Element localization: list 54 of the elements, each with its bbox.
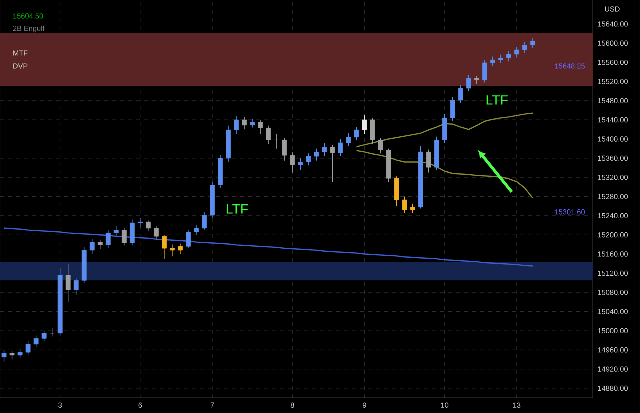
candlestick: [138, 218, 143, 228]
candlestick: [338, 138, 344, 156]
candlestick: [466, 74, 472, 92]
candlestick: [410, 204, 416, 214]
candlestick: [258, 120, 264, 135]
candlestick: [242, 116, 248, 130]
candlestick: [506, 51, 512, 62]
candlestick: [378, 138, 384, 154]
candlestick: [322, 142, 328, 156]
candlestick: [34, 335, 39, 348]
candlestick: [298, 158, 304, 171]
annotation: LTF: [226, 204, 248, 214]
candlestick: [74, 278, 79, 296]
candlestick: [146, 220, 151, 232]
candlestick: [442, 114, 448, 144]
candlestick: [154, 226, 159, 240]
candlestick: [482, 60, 488, 83]
candlestick: [90, 238, 95, 255]
candlestick: [178, 243, 183, 255]
candlestick: [306, 153, 312, 166]
candlestick: [458, 85, 464, 104]
candlestick: [162, 234, 167, 260]
candlestick: [114, 226, 119, 236]
candlestick: [370, 118, 376, 144]
candlestick: [122, 228, 127, 246]
candlestick: [130, 219, 135, 246]
candlestick: [42, 330, 47, 342]
candlestick: [490, 56, 496, 67]
candlestick: [362, 114, 368, 135]
candlestick: [194, 225, 199, 236]
candlestick: [106, 230, 111, 249]
candlestick: [266, 125, 272, 144]
candlestick: [66, 264, 71, 303]
annotation: LTF: [486, 96, 508, 105]
candlestick: [402, 196, 408, 214]
candlestick: [26, 341, 31, 356]
candlestick: [346, 133, 352, 147]
candlestick: [170, 244, 175, 257]
candlestick: [514, 46, 520, 58]
candlestick: [522, 42, 528, 54]
candlestick: [426, 149, 432, 174]
candlestick: [394, 176, 400, 207]
candlestick: [354, 126, 360, 141]
candlestick: [202, 212, 207, 231]
candlestick: [186, 230, 191, 249]
candlestick: [530, 38, 536, 48]
candlestick: [282, 138, 288, 162]
candlestick: [234, 116, 240, 135]
candlestick: [2, 350, 7, 362]
candlestick: [450, 96, 456, 122]
candlestick: [98, 240, 103, 250]
candlestick: [314, 148, 320, 162]
candlestick: [330, 144, 336, 183]
candlestick: [290, 152, 296, 174]
